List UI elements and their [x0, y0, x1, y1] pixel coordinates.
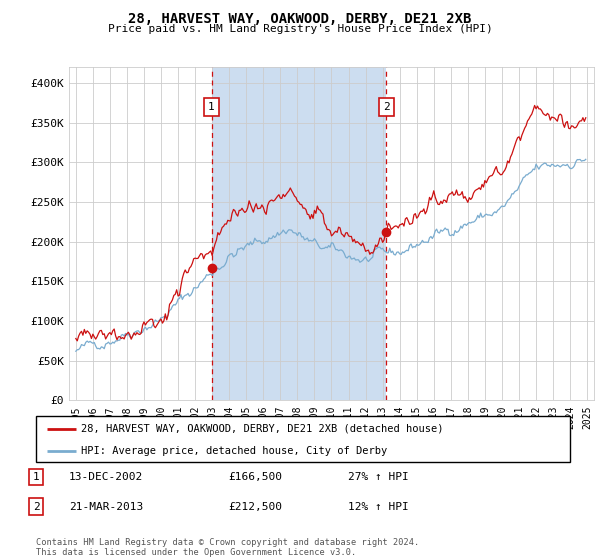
- Text: £166,500: £166,500: [228, 472, 282, 482]
- Text: HPI: Average price, detached house, City of Derby: HPI: Average price, detached house, City…: [82, 446, 388, 455]
- Text: 13-DEC-2002: 13-DEC-2002: [69, 472, 143, 482]
- Text: 2: 2: [32, 502, 40, 512]
- Text: £212,500: £212,500: [228, 502, 282, 512]
- Text: Contains HM Land Registry data © Crown copyright and database right 2024.
This d: Contains HM Land Registry data © Crown c…: [36, 538, 419, 557]
- Text: 1: 1: [32, 472, 40, 482]
- Text: 2: 2: [383, 102, 390, 112]
- Text: 27% ↑ HPI: 27% ↑ HPI: [348, 472, 409, 482]
- FancyBboxPatch shape: [36, 416, 570, 462]
- Text: 21-MAR-2013: 21-MAR-2013: [69, 502, 143, 512]
- Bar: [212, 67, 386, 400]
- Text: 28, HARVEST WAY, OAKWOOD, DERBY, DE21 2XB (detached house): 28, HARVEST WAY, OAKWOOD, DERBY, DE21 2X…: [82, 424, 444, 434]
- Text: 12% ↑ HPI: 12% ↑ HPI: [348, 502, 409, 512]
- Text: Price paid vs. HM Land Registry's House Price Index (HPI): Price paid vs. HM Land Registry's House …: [107, 24, 493, 34]
- Text: 1: 1: [208, 102, 215, 112]
- Text: 28, HARVEST WAY, OAKWOOD, DERBY, DE21 2XB: 28, HARVEST WAY, OAKWOOD, DERBY, DE21 2X…: [128, 12, 472, 26]
